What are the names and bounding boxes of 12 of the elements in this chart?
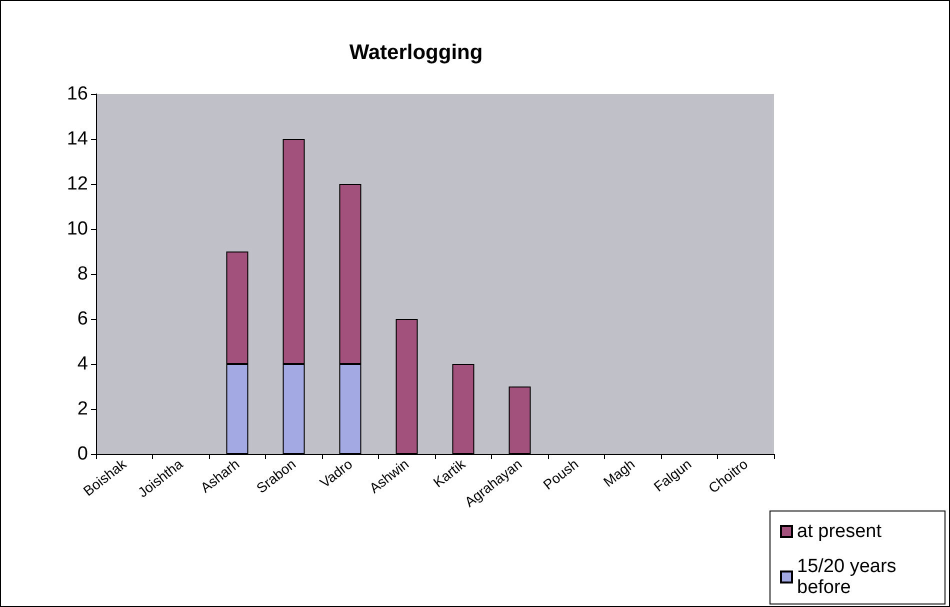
legend-label: 15/20 years before [797,556,902,598]
y-tick-label: 6 [77,308,88,330]
y-tick-label: 14 [66,128,88,150]
y-tick-label: 4 [77,354,88,374]
chart-title: Waterlogging [349,41,483,64]
legend-label: at present [797,521,882,542]
y-tick-label: 0 [77,444,88,464]
y-tick-label: 12 [66,174,88,194]
y-tick-label: 2 [77,398,88,420]
y-tick-label: 10 [66,218,88,240]
y-tick-label: 8 [77,264,88,284]
y-tick-label: 16 [66,84,88,104]
